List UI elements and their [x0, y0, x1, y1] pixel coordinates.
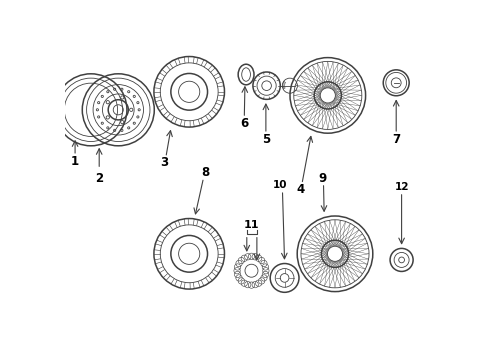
- Text: 11: 11: [244, 220, 260, 230]
- Text: 4: 4: [296, 183, 304, 196]
- Text: 8: 8: [201, 166, 210, 179]
- Text: 12: 12: [394, 182, 409, 192]
- Text: 2: 2: [95, 172, 103, 185]
- Text: 10: 10: [272, 180, 287, 190]
- Text: 5: 5: [262, 133, 270, 146]
- Text: 3: 3: [160, 156, 169, 169]
- Text: 9: 9: [318, 172, 327, 185]
- Text: 6: 6: [240, 117, 248, 130]
- Text: 1: 1: [71, 155, 79, 168]
- Text: 7: 7: [392, 133, 400, 146]
